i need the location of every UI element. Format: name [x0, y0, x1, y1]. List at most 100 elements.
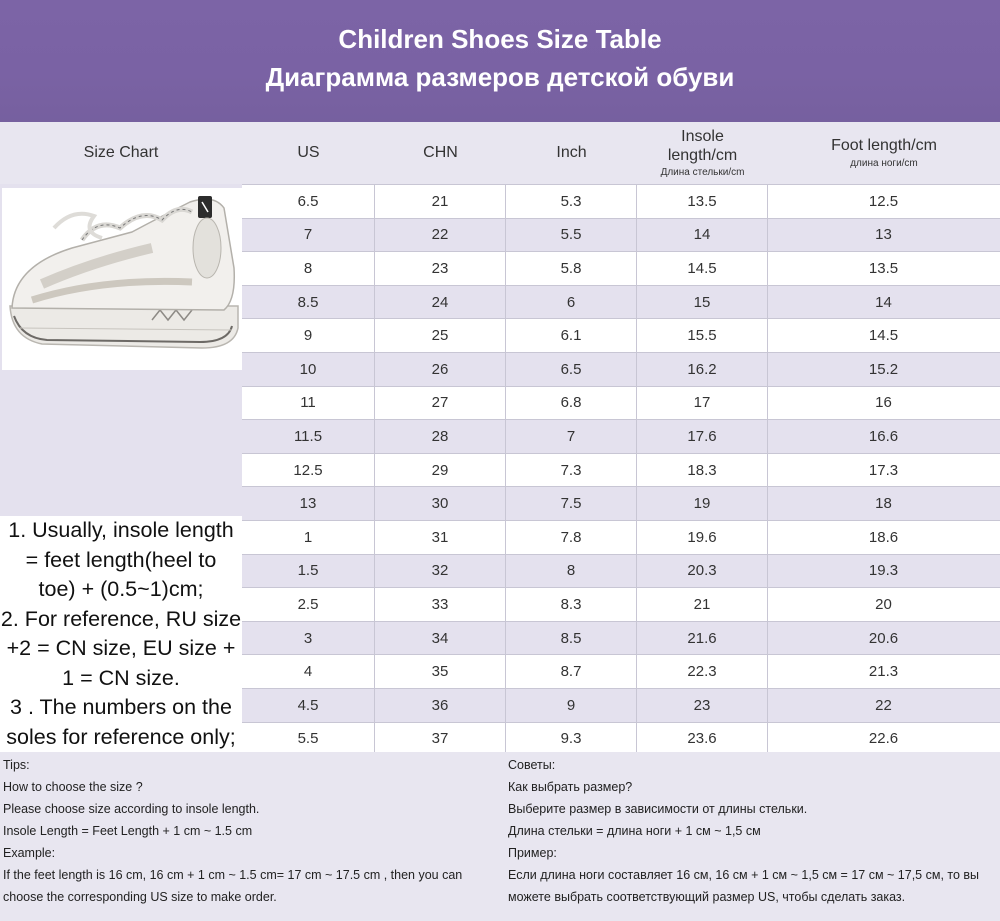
cell-insole: 15 — [637, 285, 768, 319]
header-us: US — [297, 144, 320, 161]
cell-us: 7 — [242, 218, 375, 252]
cell-insole: 17 — [637, 386, 768, 420]
table-row: 9 25 6.1 15.5 14.5 — [242, 318, 1000, 352]
cell-foot: 21.3 — [868, 663, 899, 681]
header-insole-line1: Insole — [681, 127, 724, 145]
cell-insole: 19.6 — [637, 521, 768, 554]
tip-line: Длина стельки = длина ноги + 1 см ~ 1,5 … — [508, 824, 761, 838]
cell-us: 10 — [242, 353, 375, 386]
cell-inch: 8 — [506, 554, 637, 588]
cell-us: 11.5 — [242, 420, 375, 453]
header-foot-line: Foot length/cm — [831, 137, 937, 155]
header-insole-ru: Длина стельки/cm — [660, 167, 745, 179]
cell-inch: 5.8 — [506, 252, 637, 285]
table-row: 8.5 24 6 15 14 — [242, 284, 1000, 319]
cell-chn: 36 — [375, 689, 506, 722]
cell-insole: 19 — [637, 487, 768, 520]
table-row: 5.5 37 9.3 23.6 22.6 — [242, 721, 1000, 756]
cell-inch: 7.8 — [506, 521, 637, 554]
cell-insole: 22.3 — [637, 655, 768, 688]
title-banner: Children Shoes Size Table Диаграмма разм… — [0, 0, 1000, 122]
cell-us: 6.5 — [242, 185, 375, 218]
cell-us: 5.5 — [242, 722, 375, 756]
note-line: 1. Usually, insole length — [8, 518, 234, 542]
cell-foot: 15.2 — [868, 360, 899, 378]
tip-line: Пример: — [508, 846, 557, 860]
tip-line: Советы: — [508, 758, 556, 772]
sneaker-image — [2, 188, 242, 370]
cell-us: 13 — [242, 487, 375, 520]
tip-line: Если длина ноги составляет 16 см, 16 см … — [508, 868, 980, 904]
cell-us: 9 — [242, 319, 375, 352]
table-row: 6.5 21 5.3 13.5 12.5 — [242, 184, 1000, 218]
cell-chn: 31 — [375, 521, 506, 554]
title-english: Children Shoes Size Table — [338, 24, 662, 54]
cell-chn: 22 — [375, 218, 506, 252]
cell-inch: 5.5 — [506, 218, 637, 252]
cell-foot: 14.5 — [868, 327, 899, 345]
header-size-chart: Size Chart — [83, 144, 159, 161]
cell-foot: 17.3 — [868, 461, 899, 479]
cell-chn: 24 — [375, 285, 506, 319]
table-row: 1 31 7.8 19.6 18.6 — [242, 520, 1000, 554]
cell-chn: 30 — [375, 487, 506, 520]
cell-us: 4 — [242, 655, 375, 688]
tip-line: Please choose size according to insole l… — [3, 802, 260, 816]
cell-inch: 9.3 — [506, 722, 637, 756]
table-row: 8 23 5.8 14.5 13.5 — [242, 251, 1000, 285]
cell-foot: 16 — [875, 394, 892, 412]
cell-insole: 18.3 — [637, 453, 768, 487]
cell-foot: 12.5 — [868, 192, 899, 210]
tips-section: Tips: How to choose the size ? Please ch… — [0, 752, 1000, 921]
cell-foot: 14 — [875, 293, 892, 311]
table-row: 2.5 33 8.3 21 20 — [242, 587, 1000, 621]
tip-line: If the feet length is 16 cm, 16 cm + 1 c… — [3, 868, 463, 904]
table-row: 3 34 8.5 21.6 20.6 — [242, 620, 1000, 655]
cell-chn: 28 — [375, 420, 506, 453]
note-line: +2 = CN size, EU size + — [6, 636, 236, 660]
tip-line: Выберите размер в зависимости от длины с… — [508, 802, 808, 816]
cell-foot: 22 — [875, 696, 892, 714]
cell-us: 8.5 — [242, 285, 375, 319]
cell-inch: 8.5 — [506, 621, 637, 655]
tip-line: Tips: — [3, 758, 30, 772]
header-insole: Insole length/cm Длина стельки/cm — [637, 122, 768, 184]
table-row: 1.5 32 8 20.3 19.3 — [242, 553, 1000, 588]
cell-us: 1 — [242, 521, 375, 554]
cell-inch: 6.5 — [506, 353, 637, 386]
cell-inch: 5.3 — [506, 185, 637, 218]
cell-chn: 21 — [375, 185, 506, 218]
tip-line: Insole Length = Feet Length + 1 cm ~ 1.5… — [3, 824, 253, 838]
cell-insole: 17.6 — [637, 420, 768, 453]
header-inch: Inch — [556, 144, 587, 161]
cell-insole: 23.6 — [637, 722, 768, 756]
cell-chn: 37 — [375, 722, 506, 756]
tips-english: Tips: How to choose the size ? Please ch… — [3, 754, 500, 908]
cell-us: 2.5 — [242, 588, 375, 621]
cell-insole: 16.2 — [637, 353, 768, 386]
cell-inch: 7.3 — [506, 453, 637, 487]
header-insole-line2: length/cm — [667, 147, 738, 164]
cell-foot: 20.6 — [868, 629, 899, 647]
tip-line: How to choose the size ? — [3, 780, 143, 794]
table-row: 4.5 36 9 23 22 — [242, 688, 1000, 722]
cell-insole: 21 — [637, 588, 768, 621]
cell-insole: 14 — [637, 218, 768, 252]
cell-inch: 6 — [506, 285, 637, 319]
cell-us: 8 — [242, 252, 375, 285]
cell-chn: 23 — [375, 252, 506, 285]
cell-chn: 27 — [375, 386, 506, 420]
table-header: Size Chart US CHN Inch Insole length/cm … — [0, 122, 1000, 184]
note-line: 2. For reference, RU size — [0, 606, 242, 631]
note-line: 3 . The numbers on the — [10, 695, 232, 719]
cell-us: 1.5 — [242, 554, 375, 588]
cell-foot: 18 — [875, 495, 892, 513]
notes-panel: 1. Usually, insole length = feet length(… — [0, 516, 242, 752]
cell-inch: 6.1 — [506, 319, 637, 352]
table-row: 11 27 6.8 17 16 — [242, 385, 1000, 420]
header-chn: CHN — [423, 144, 458, 161]
cell-inch: 7 — [506, 420, 637, 453]
cell-inch: 8.7 — [506, 655, 637, 688]
cell-chn: 26 — [375, 353, 506, 386]
cell-insole: 20.3 — [637, 554, 768, 588]
